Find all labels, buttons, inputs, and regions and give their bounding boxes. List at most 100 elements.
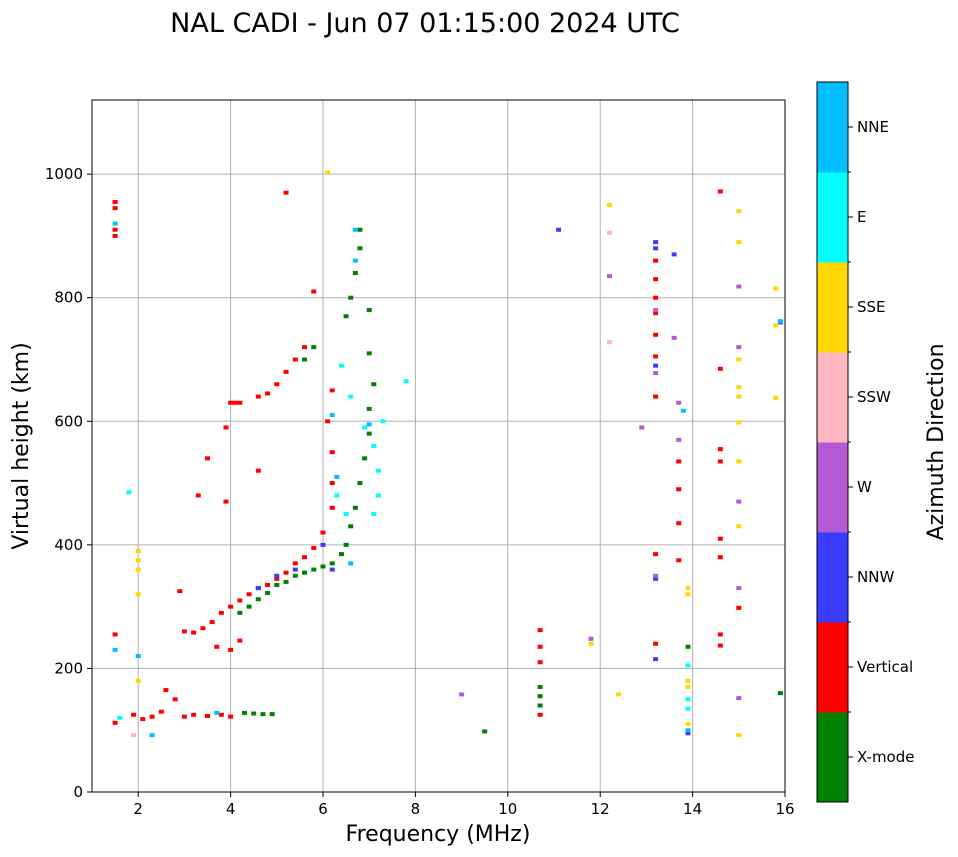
data-point [736,586,742,591]
data-point [329,450,335,455]
grid-lines [92,100,785,792]
data-point [283,369,289,374]
data-point [653,394,659,399]
data-point [685,644,691,649]
data-point [717,555,723,560]
data-point [241,710,247,715]
data-point [537,703,543,708]
x-tick-label: 2 [133,800,143,818]
data-point [195,493,201,498]
data-point [357,246,363,251]
data-point [653,641,659,646]
data-point [352,505,358,510]
data-point [717,366,723,371]
data-point [274,576,280,581]
colorbar-tick-label: E [857,208,866,226]
data-point [348,394,354,399]
data-point [606,203,612,208]
data-point [537,644,543,649]
data-point [685,592,691,597]
data-point [232,400,238,405]
data-point [135,549,141,554]
data-point [311,545,317,550]
data-point [676,437,682,442]
data-point [325,170,331,175]
data-point [163,688,169,693]
data-point [274,573,280,578]
data-point [736,385,742,390]
colorbar-tick-label: W [857,478,872,496]
colorbar-segment [817,622,848,713]
data-point [366,308,372,313]
data-point [135,678,141,683]
data-point [255,586,261,591]
data-point [685,706,691,711]
plot-frame [91,99,786,793]
data-point [653,311,659,316]
y-tick-label: 600 [54,412,83,430]
data-point [736,524,742,529]
data-point [112,221,118,226]
colorbar-tick-label: NNW [857,568,894,586]
colorbar-label: Azimuth Direction [924,343,949,540]
data-point [112,199,118,204]
data-point [653,576,659,581]
data-point [371,511,377,516]
data-point [685,678,691,683]
data-point [126,490,132,495]
data-point [329,561,335,566]
x-tick-label: 4 [226,800,236,818]
data-point [260,712,266,717]
data-point [140,717,146,722]
data-point [329,567,335,572]
data-point [366,351,372,356]
data-point [366,406,372,411]
data-point [334,493,340,498]
data-point [191,712,197,717]
data-point [135,567,141,572]
data-point [639,425,645,430]
data-point [228,647,234,652]
data-point [112,720,118,725]
data-point [205,456,210,461]
data-point [653,295,659,300]
data-point [352,271,358,275]
data-point [255,394,261,399]
data-point [338,363,344,368]
data-point [131,733,137,738]
data-point [265,591,271,596]
data-point [588,641,594,646]
data-point [311,345,317,350]
data-point [343,542,349,547]
data-point [653,246,659,251]
colorbar-tick-label: SSE [857,298,886,316]
data-point [352,227,358,232]
data-point [676,521,682,526]
data-point [685,722,691,727]
x-axis-ticks: 2 4 6 8 10 12 14 16 [133,792,795,818]
data-point [717,536,723,541]
data-point [403,379,409,384]
data-point [671,252,677,257]
data-point [380,419,386,424]
data-point [736,420,742,425]
data-point [653,371,659,376]
colorbar-segment [817,712,848,803]
data-point [302,570,308,575]
data-point [685,731,691,736]
data-point [537,628,543,633]
data-point [191,630,197,635]
data-point [218,610,224,615]
data-point [214,644,220,649]
data-point [671,335,677,340]
data-point [348,295,354,300]
data-point [606,340,612,345]
data-point [676,400,682,405]
x-tick-label: 12 [591,800,610,818]
data-point [283,570,289,575]
data-point [149,733,155,738]
data-point [329,505,335,510]
data-point [352,258,358,263]
data-point [265,583,271,588]
